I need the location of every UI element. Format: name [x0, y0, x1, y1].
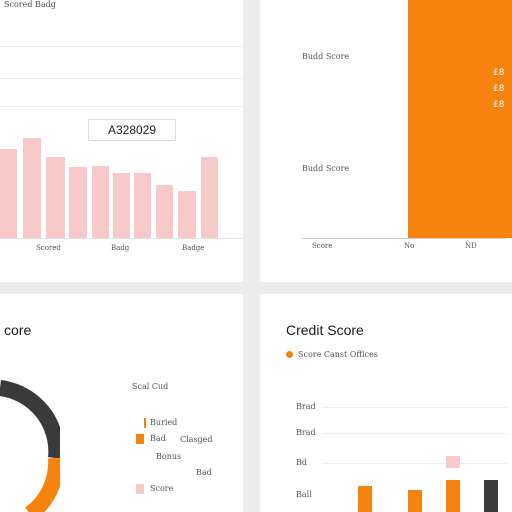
bar — [446, 456, 460, 468]
bar — [201, 157, 218, 238]
panel-title: Credit Score — [286, 322, 364, 338]
y-tick-label: Brad — [296, 402, 316, 411]
y-label: Budd Score — [302, 52, 350, 61]
bar — [446, 480, 460, 512]
donut-chart — [0, 380, 60, 512]
panel-bar-chart: Scored Badg A328029 Scored Badg Badge — [0, 0, 243, 282]
grid-line — [322, 463, 508, 464]
x-tick-label: Scored — [36, 244, 61, 252]
donut-segment-dark — [0, 380, 60, 459]
bar-value-label: £8 — [493, 84, 505, 94]
bar — [69, 167, 87, 238]
panel-donut-chart: core Scal Cud Buried Bad Clasged Bonus B… — [0, 294, 243, 512]
x-axis — [302, 238, 506, 239]
bar-value-label: £8 — [493, 100, 505, 110]
y-tick-label: Bd — [296, 458, 307, 467]
bar — [92, 166, 109, 238]
legend-swatch — [136, 434, 144, 444]
x-axis — [0, 238, 243, 239]
bar — [23, 138, 41, 238]
legend-label: Score Canst Offices — [298, 350, 378, 359]
grid-line — [322, 407, 508, 408]
bar — [0, 149, 17, 238]
x-tick-label: ND — [465, 242, 477, 250]
legend-label: Clasged — [180, 435, 213, 444]
y-label: Budd Score — [302, 164, 350, 173]
bar — [134, 173, 151, 238]
x-tick-label: Badge — [182, 244, 205, 252]
value-badge: A328029 — [88, 119, 176, 141]
panel-orange-block: Budd Score Budd Score £8 £8 £8 Score No … — [260, 0, 512, 282]
y-tick-label: Ball — [296, 490, 312, 499]
donut-segment-orange — [24, 457, 60, 512]
y-tick-label: Brad — [296, 428, 316, 437]
panel-label: Scored Badg — [4, 0, 56, 9]
legend-swatch — [144, 418, 146, 428]
orange-bar — [408, 0, 512, 238]
legend-label: Buried — [150, 418, 178, 427]
x-tick-label: No — [404, 242, 415, 250]
bar — [178, 191, 196, 238]
bar — [46, 157, 65, 238]
legend-label: Bonus — [156, 452, 182, 461]
legend-label: Bad — [150, 434, 166, 443]
x-tick-label: Badg — [111, 244, 130, 252]
grid-line — [0, 46, 243, 47]
panel-title: core — [4, 322, 32, 338]
x-tick-label: Score — [312, 242, 333, 250]
grid-line — [0, 106, 243, 107]
bar — [358, 486, 372, 512]
legend-label: Score — [150, 484, 174, 493]
bar — [113, 173, 130, 238]
bar — [408, 490, 422, 512]
legend-header: Scal Cud — [132, 382, 169, 391]
legend-label: Bad — [196, 468, 212, 477]
grid-line — [0, 78, 243, 79]
bar — [156, 185, 173, 238]
bar — [484, 480, 498, 512]
panel-credit-score: Credit Score Score Canst Offices Brad Br… — [260, 294, 512, 512]
grid-line — [322, 433, 508, 434]
legend-dot — [286, 351, 293, 358]
bar-value-label: £8 — [493, 68, 505, 78]
legend-swatch — [136, 484, 144, 494]
